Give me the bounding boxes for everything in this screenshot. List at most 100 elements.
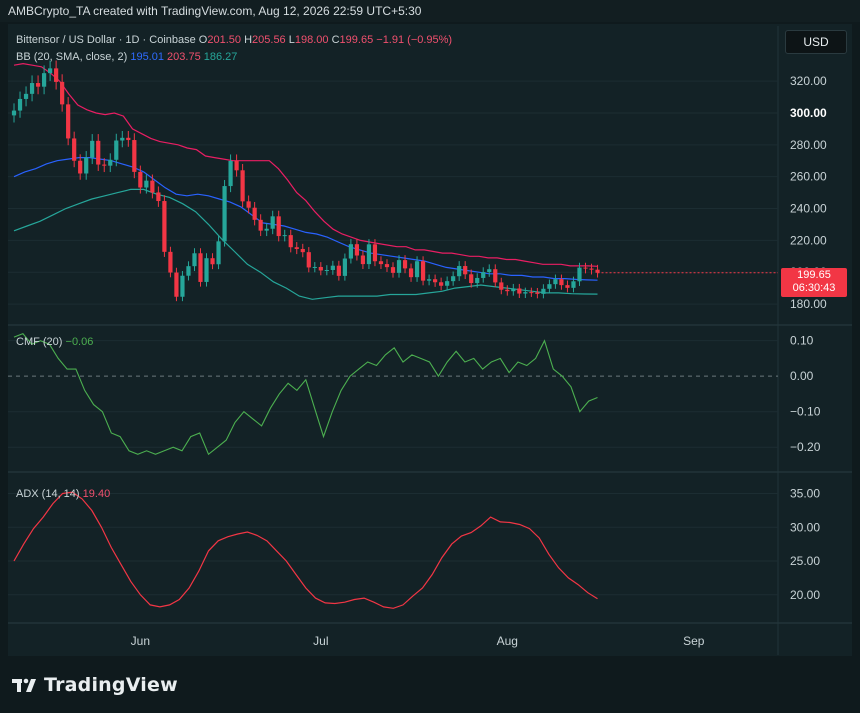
candle-body [306,252,311,268]
close-label: C [331,34,340,46]
candle-body [360,255,366,265]
candle-body [276,216,281,237]
candle-body [336,265,341,276]
candle-body [144,180,149,188]
price-tick-label: 180.00 [790,297,827,311]
price-tick-label: 220.00 [790,233,827,247]
candle-body [294,247,299,249]
candle-body [162,201,167,252]
cmf-legend: CMF (20) −0.06 [16,336,93,348]
candle-body [312,266,317,268]
candle-body [282,235,287,237]
candle-body [210,258,215,265]
candle-body [583,267,588,269]
candle-body [565,285,570,288]
candle-body [156,192,161,202]
candle-body [23,93,29,99]
candle-body [138,171,143,188]
last-price-tag: 199.65 06:30:43 [781,268,847,297]
candle-body [96,140,101,165]
candle-body [240,170,245,202]
price-tick-label: 280.00 [790,138,827,152]
candle-body [41,73,47,87]
bb-lower-value: 186.27 [203,51,238,63]
candle-body [264,228,269,231]
candle-body [108,159,113,166]
bb-lower-line [13,188,598,300]
bb-basis-line [13,157,598,281]
candle-body [463,266,468,275]
cmf-tick-label: −0.20 [790,440,821,454]
cmf-tick-label: 0.10 [790,334,814,348]
candle-body [288,235,293,248]
candle-body [318,266,323,271]
low-value: 198.00 [294,34,329,46]
candle-body [228,160,233,187]
candle-body [553,279,558,285]
candle-body [126,137,131,141]
candle-body [402,260,408,269]
candle-body [457,266,462,277]
bb-basis-value: 195.01 [130,51,164,63]
cmf-label: CMF (20) [16,336,63,348]
main-legend: Bittensor / US Dollar · 1D · Coinbase O2… [16,34,452,46]
candle-body [270,216,275,229]
candle-body [180,275,185,297]
candle-body [120,137,125,141]
tradingview-logo[interactable]: TradingView [12,674,178,696]
open-label: O [198,34,208,46]
tradingview-brand: TradingView [44,674,178,696]
candle-body [84,157,89,174]
high-label: H [244,34,253,46]
adx-tick-label: 30.00 [790,520,820,534]
chart-frame[interactable] [8,24,852,656]
adx-tick-label: 35.00 [790,487,820,501]
candle-body [11,110,17,116]
candle-body [234,160,239,171]
candle-body [348,244,353,259]
candle-body [378,261,384,265]
candle-body [589,268,594,270]
bb-legend: BB (20, SMA, close, 2) 195.01 203.75 186… [16,51,237,63]
candle-body [541,288,546,294]
candle-body [366,244,372,265]
low-label: L [288,34,295,46]
price-tick-label: 300.00 [790,106,827,120]
candle-body [90,140,95,158]
candle-body [114,140,119,160]
candle-body [475,277,480,284]
candle-body [186,266,191,276]
bb-upper-value: 203.75 [167,51,201,63]
candle-body [523,292,528,294]
candle-body [150,180,155,193]
candle-body [408,268,414,278]
close-value: 199.65 [339,34,374,46]
candle-body [354,244,360,256]
candle-body [132,140,137,172]
candle-body [571,281,576,288]
candle-body [258,219,263,231]
candle-body [342,258,347,276]
candle-body [252,207,257,220]
candle-body [300,248,305,253]
currency-button[interactable]: USD [785,30,847,54]
candle-body [54,68,59,82]
candle-body [420,261,426,281]
bb-upper-line [13,62,598,267]
candle-body [445,281,450,286]
cmf-line [13,332,598,456]
last-price-value: 199.65 [797,269,831,281]
candle-body [384,264,390,268]
candle-body [451,276,456,282]
candle-body [216,241,221,265]
candle-body [396,260,402,273]
price-tick-label: 260.00 [790,170,827,184]
change-value: −1.91 (−0.95%) [376,34,453,46]
candle-body [72,138,77,161]
symbol-label: Bittensor / US Dollar · 1D · Coinbase [16,34,196,46]
open-value: 201.50 [207,34,242,46]
candle-body [168,251,173,273]
high-value: 205.56 [252,34,286,46]
candle-body [246,201,251,208]
